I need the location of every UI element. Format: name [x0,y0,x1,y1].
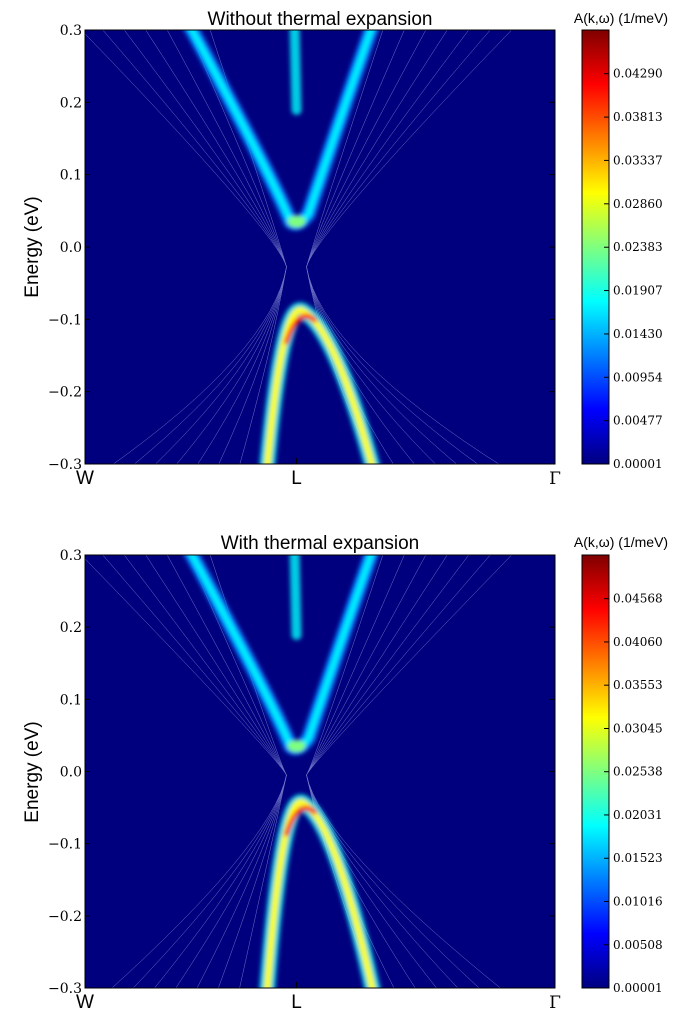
colorbar-tick-label: 0.00001 [613,457,663,471]
colorbar-tick-label: 0.03337 [613,153,663,167]
x-tick-label: L [291,468,302,489]
colorbar-tick-label: 0.03553 [613,678,663,692]
y-axis-label: Energy (eV) [22,721,43,822]
x-tick-label: W [76,468,94,489]
colorbar-tick-label: 0.01523 [613,851,663,865]
colorbar-tick-label: 0.01016 [613,894,663,908]
colorbar-tick-label: 0.01430 [613,327,663,341]
heatmap-plot [84,554,556,989]
x-tick-label: Γ [549,469,561,489]
colorbar: 0.00001 0.00508 0.01016 0.01523 0.02031 0.025… [581,554,663,995]
valence-band-core [263,306,376,464]
colorbar-tick-label: 0.04060 [613,635,663,649]
y-tick-label: −0.3 [48,457,82,473]
y-tick-label: −0.1 [48,312,82,328]
colorbar-tick-label: 0.03813 [613,110,663,124]
colorbar-label: A(k,ω) (1/meV) [574,534,668,550]
chart-title: With thermal expansion [221,533,420,554]
conduction-band-minimum [287,215,306,228]
x-tick-label: Γ [549,993,561,1013]
spectral-bands [183,555,381,988]
upper-branch [289,30,302,115]
colorbar-label: A(k,ω) (1/meV) [574,10,668,26]
conduction-band-minimum [287,740,306,753]
valence-band-peak [284,805,317,837]
valence-band-core [263,798,376,988]
colorbar-tick-label: 0.00001 [613,981,663,995]
y-tick-label: 0.0 [60,240,82,256]
y-tick-label: 0.2 [60,620,82,636]
panel-with-thermal-expansion: With thermal expansion Energy (eV) 0.30.… [22,533,668,1013]
valence-band-peak [284,313,317,345]
y-tick-label: 0.3 [60,548,82,564]
colorbar-tick-label: 0.00477 [613,414,663,428]
colorbar-tick-label: 0.00508 [613,938,663,952]
spectral-bands [183,30,381,464]
chart-title: Without thermal expansion [208,9,433,30]
y-axis-label: Energy (eV) [22,196,43,297]
y-tick-label: −0.2 [48,909,82,925]
y-ticks: 0.3 0.2 0.1 0.0 −0.1 −0.2 −0.3 [48,23,555,473]
y-ticks: 0.3 0.2 0.1 0.0 −0.1 −0.2 −0.3 [48,548,555,997]
y-tick-label: 0.0 [60,765,82,781]
heatmap-background [85,555,555,988]
y-tick-label: 0.1 [60,168,82,184]
y-tick-label: −0.3 [48,981,82,997]
colorbar-tick-label: 0.02031 [613,808,663,822]
colorbar: 0.00001 0.00477 0.00954 0.01430 0.01907 0.023… [581,29,663,471]
colorbar-tick-label: 0.02538 [613,765,663,779]
contour-lines [85,30,513,464]
panel-without-thermal-expansion: Without thermal expansion Energy (eV) 0.… [22,9,668,489]
heatmap-plot [84,29,556,465]
colorbar-tick-label: 0.00954 [613,370,663,384]
y-tick-label: 0.1 [60,692,82,708]
colorbar-tick-label: 0.04290 [613,67,663,81]
y-tick-label: 0.2 [60,95,82,111]
x-tick-label: W [76,992,94,1013]
heatmap-background [85,30,555,464]
colorbar-tick-label: 0.02860 [613,197,663,211]
colorbar-tick-label: 0.04568 [613,592,663,606]
upper-branch [289,555,302,640]
colorbar-tick-label: 0.03045 [613,721,663,735]
y-tick-label: 0.3 [60,23,82,39]
contour-lines [85,555,513,988]
colorbar-tick-label: 0.02383 [613,240,663,254]
y-tick-label: −0.2 [48,385,82,401]
y-tick-label: −0.1 [48,837,82,853]
colorbar-tick-label: 0.01907 [613,284,663,298]
x-tick-label: L [291,992,302,1013]
